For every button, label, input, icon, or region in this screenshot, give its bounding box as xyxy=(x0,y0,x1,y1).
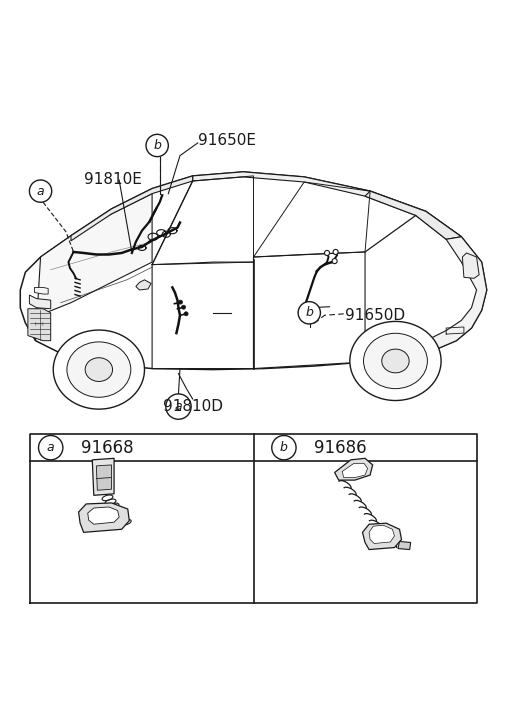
Polygon shape xyxy=(136,280,151,290)
Text: ⊢⊣: ⊢⊣ xyxy=(35,323,44,327)
Circle shape xyxy=(333,249,338,254)
Polygon shape xyxy=(369,525,394,544)
Ellipse shape xyxy=(350,321,441,401)
Polygon shape xyxy=(79,503,129,532)
Ellipse shape xyxy=(382,349,409,373)
Polygon shape xyxy=(20,172,487,369)
Polygon shape xyxy=(71,176,193,241)
Circle shape xyxy=(298,302,320,324)
Text: 91668: 91668 xyxy=(81,438,134,457)
Ellipse shape xyxy=(364,333,427,389)
Circle shape xyxy=(29,180,52,202)
Circle shape xyxy=(178,300,183,304)
Text: 91810D: 91810D xyxy=(163,399,223,414)
Text: b: b xyxy=(153,139,161,152)
Circle shape xyxy=(184,312,188,316)
Ellipse shape xyxy=(102,495,113,501)
Polygon shape xyxy=(152,262,254,369)
Circle shape xyxy=(146,134,168,156)
Polygon shape xyxy=(28,309,51,341)
Polygon shape xyxy=(335,458,373,480)
Polygon shape xyxy=(193,172,461,239)
Ellipse shape xyxy=(53,330,144,409)
Polygon shape xyxy=(29,295,51,309)
Text: b: b xyxy=(305,306,313,319)
Polygon shape xyxy=(96,465,112,490)
Polygon shape xyxy=(34,287,48,294)
Text: 91686: 91686 xyxy=(314,438,367,457)
Text: b: b xyxy=(280,441,288,454)
Polygon shape xyxy=(35,193,152,341)
Polygon shape xyxy=(398,542,411,550)
Text: 91810E: 91810E xyxy=(84,172,141,188)
Text: a: a xyxy=(37,185,45,198)
Ellipse shape xyxy=(85,358,113,382)
Polygon shape xyxy=(254,252,365,369)
Circle shape xyxy=(272,435,296,460)
Circle shape xyxy=(182,305,186,309)
Circle shape xyxy=(39,435,63,460)
Text: 91650D: 91650D xyxy=(345,308,405,323)
Circle shape xyxy=(324,250,330,255)
Text: 91650E: 91650E xyxy=(198,133,256,148)
Polygon shape xyxy=(462,253,479,278)
Text: a: a xyxy=(47,441,55,454)
Polygon shape xyxy=(342,463,368,478)
Polygon shape xyxy=(365,237,487,362)
Polygon shape xyxy=(92,458,114,495)
Polygon shape xyxy=(363,523,402,550)
Polygon shape xyxy=(365,191,461,239)
Ellipse shape xyxy=(67,342,131,397)
Circle shape xyxy=(166,394,191,419)
Polygon shape xyxy=(88,507,119,524)
Text: a: a xyxy=(174,400,183,413)
Circle shape xyxy=(332,259,337,264)
